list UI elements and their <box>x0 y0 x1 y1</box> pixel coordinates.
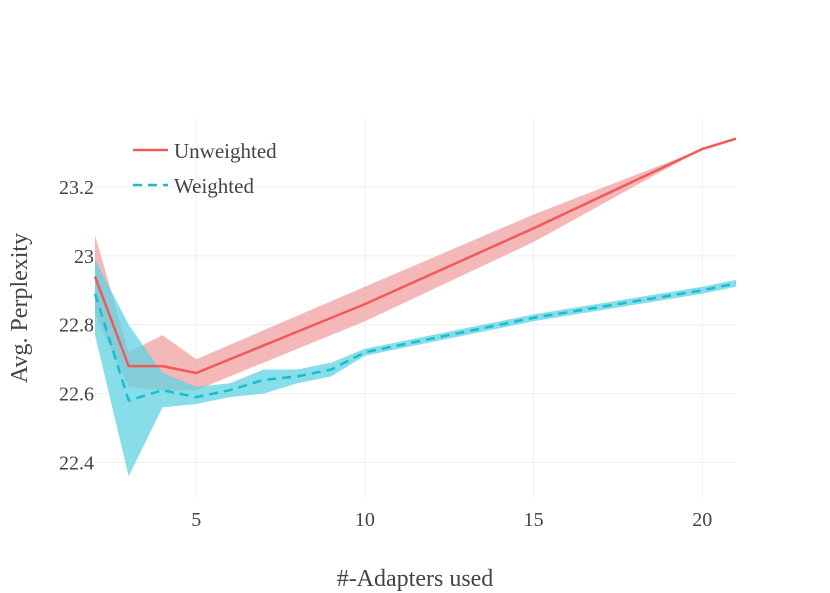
x-tick-label: 15 <box>524 509 544 531</box>
y-axis-ticks: 22.4 22.6 22.8 23 23.2 <box>59 177 94 475</box>
band-unweighted <box>95 138 736 391</box>
confidence-bands <box>95 138 736 477</box>
legend-label-unweighted: Unweighted <box>174 139 277 163</box>
x-tick-label: 5 <box>191 509 201 531</box>
y-tick-label: 22.8 <box>59 315 94 337</box>
y-tick-label: 23 <box>74 246 94 268</box>
legend-label-weighted: Weighted <box>174 174 254 198</box>
line-unweighted <box>93 137 737 375</box>
x-tick-label: 10 <box>355 509 375 531</box>
y-tick-label: 22.6 <box>59 384 94 406</box>
x-axis-ticks: 5 10 15 20 <box>191 509 712 531</box>
line-weighted <box>93 282 737 402</box>
x-axis-title: #-Adapters used <box>337 566 494 592</box>
legend: Unweighted Weighted <box>133 139 277 198</box>
y-tick-label: 22.4 <box>59 453 94 475</box>
y-axis-title: Avg. Perplexity <box>7 233 33 383</box>
x-tick-label: 20 <box>692 509 712 531</box>
y-tick-label: 23.2 <box>59 177 94 199</box>
series-lines <box>93 137 737 402</box>
band-weighted <box>95 259 736 477</box>
